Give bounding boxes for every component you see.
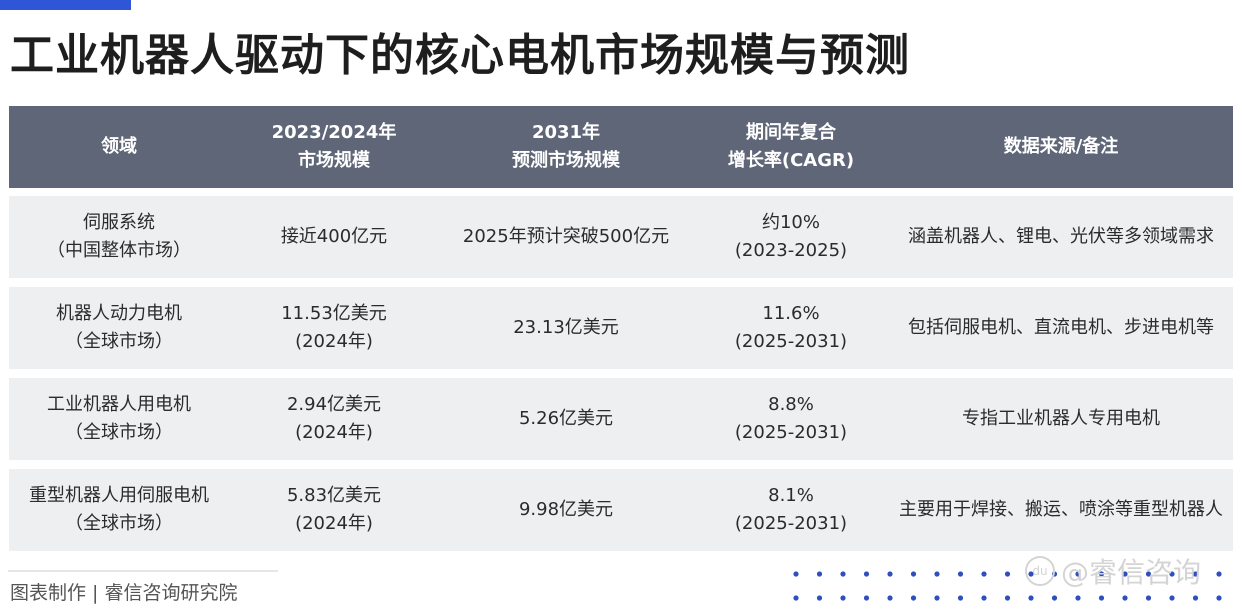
decor-dot: [1051, 595, 1058, 601]
cell-note: 主要用于焊接、搬运、喷涂等重型机器人: [899, 499, 1223, 520]
header-note: 数据来源/备注: [1003, 136, 1119, 157]
decor-dot: [1122, 571, 1128, 577]
header-size: 2023/2024年 市场规模: [271, 122, 397, 171]
decor-dot: [1216, 571, 1222, 577]
cell-size: 5.83亿美元 (2024年): [286, 485, 382, 534]
cell-field: 工业机器人用电机 （全球市场）: [47, 394, 191, 443]
table-row: 工业机器人用电机 （全球市场） 2.94亿美元 (2024年) 5.26亿美元 …: [9, 378, 1233, 460]
cell-size: 接近400亿元: [280, 226, 388, 247]
cell-cagr: 8.1% (2025-2031): [734, 485, 848, 534]
cell-note: 涵盖机器人、锂电、光伏等多领域需求: [908, 226, 1214, 247]
cell-forecast: 2025年预计突破500亿元: [462, 226, 670, 247]
decor-dot: [1075, 595, 1081, 601]
cell-size: 2.94亿美元 (2024年): [286, 394, 382, 443]
decor-dot: [1145, 595, 1152, 601]
decor-dot: [1169, 595, 1175, 601]
decor-dot: [1122, 595, 1128, 601]
paw-logo-icon: du: [1025, 556, 1055, 586]
decor-dot: [981, 571, 987, 577]
decor-dot: [910, 595, 917, 601]
cell-cagr: 约10% (2023-2025): [734, 212, 848, 261]
footer-credit: 图表制作 | 睿信咨询研究院: [10, 582, 238, 604]
cell-field: 机器人动力电机 （全球市场）: [56, 303, 182, 352]
decor-dot: [840, 571, 846, 577]
decor-dot: [1075, 571, 1081, 577]
decor-dot: [840, 595, 846, 601]
table-row: 重型机器人用伺服电机 （全球市场） 5.83亿美元 (2024年) 9.98亿美…: [9, 469, 1233, 551]
table-row: 机器人动力电机 （全球市场） 11.53亿美元 (2024年) 23.13亿美元…: [9, 287, 1233, 369]
cell-forecast: 23.13亿美元: [513, 317, 619, 338]
table-row: 伺服系统 （中国整体市场） 接近400亿元 2025年预计突破500亿元 约10…: [9, 196, 1233, 278]
decor-dot: [863, 571, 870, 577]
cell-forecast: 9.98亿美元: [518, 499, 614, 520]
footer-divider: [8, 570, 278, 572]
decor-dot: [793, 571, 799, 577]
accent-bar: [0, 0, 131, 10]
decor-dot: [1192, 571, 1199, 577]
decor-dot: [957, 571, 964, 577]
decor-dot: [1192, 595, 1199, 601]
watermark: du @睿信咨询: [1025, 551, 1201, 591]
cell-note: 专指工业机器人专用电机: [962, 408, 1160, 429]
decor-dot: [934, 571, 940, 577]
cell-size: 11.53亿美元 (2024年): [281, 303, 387, 352]
decor-dot: [910, 571, 917, 577]
table-header: 领域 2023/2024年 市场规模 2031年 预测市场规模 期间年复合 增长…: [9, 106, 1233, 188]
decor-dot: [1145, 571, 1152, 577]
decor-dot: [1216, 595, 1222, 601]
decor-dot: [1004, 571, 1011, 577]
market-table: 领域 2023/2024年 市场规模 2031年 预测市场规模 期间年复合 增长…: [9, 106, 1233, 560]
decor-dot: [793, 595, 799, 601]
watermark-text: @睿信咨询: [1061, 556, 1202, 589]
decor-dot: [934, 595, 940, 601]
decor-dot: [863, 595, 870, 601]
page-title: 工业机器人驱动下的核心电机市场规模与预测: [10, 30, 910, 81]
decor-dot: [816, 571, 823, 577]
cell-forecast: 5.26亿美元: [518, 408, 614, 429]
cell-cagr: 8.8% (2025-2031): [734, 394, 848, 443]
decor-dot: [981, 595, 987, 601]
decor-dot: [1098, 595, 1105, 601]
decor-dot: [887, 571, 893, 577]
decor-dot: [957, 595, 964, 601]
cell-field: 重型机器人用伺服电机 （全球市场）: [29, 485, 209, 534]
header-forecast: 2031年 预测市场规模: [512, 122, 620, 171]
cell-field: 伺服系统 （中国整体市场）: [47, 212, 191, 261]
decor-dot: [887, 595, 893, 601]
decorative-dot-grid: [793, 571, 1222, 601]
decor-dot: [1028, 595, 1034, 601]
cell-cagr: 11.6% (2025-2031): [734, 303, 848, 352]
header-cagr: 期间年复合 增长率(CAGR): [727, 122, 855, 171]
decor-dot: [1004, 595, 1011, 601]
decor-dot: [816, 595, 823, 601]
header-field: 领域: [101, 136, 137, 157]
decor-dot: [1169, 571, 1175, 577]
decor-dot: [1098, 571, 1105, 577]
dot-pattern: [793, 571, 1222, 601]
cell-note: 包括伺服电机、直流电机、步进电机等: [908, 317, 1214, 338]
